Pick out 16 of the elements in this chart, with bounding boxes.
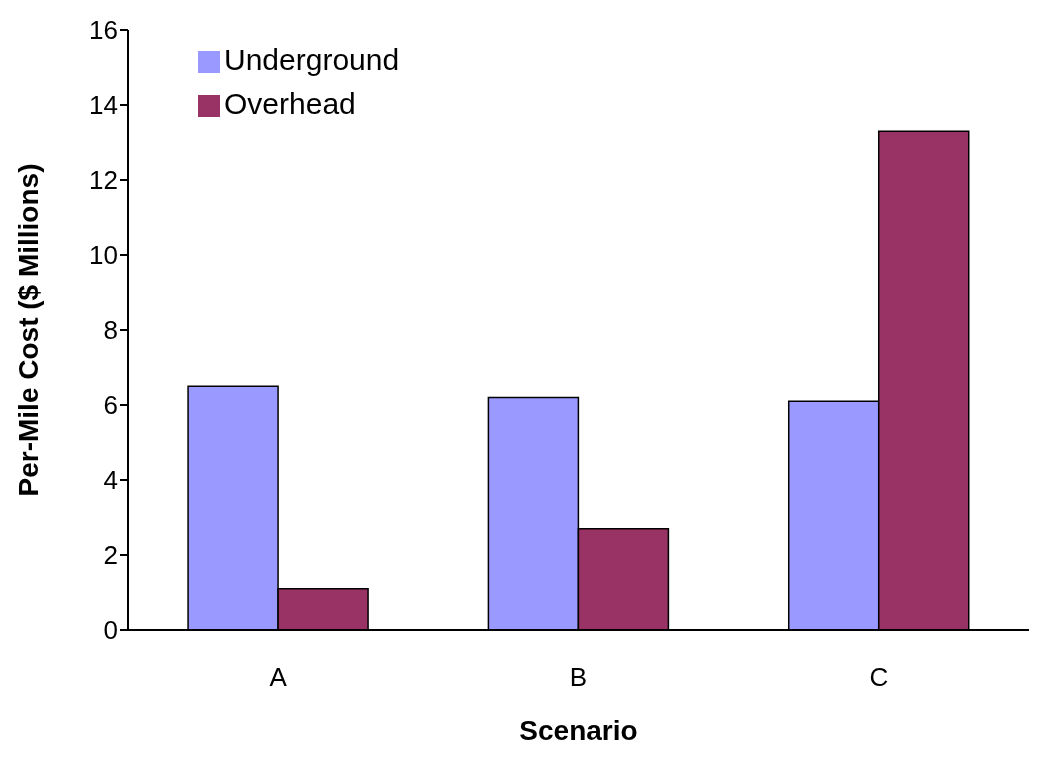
legend-label: Overhead [224, 87, 356, 120]
y-tick-label: 12 [89, 165, 118, 196]
y-tick-label: 14 [89, 90, 118, 121]
x-tick-label: C [869, 662, 889, 693]
legend-label: Underground [224, 43, 400, 76]
y-tick-label: 6 [103, 390, 118, 421]
x-tick-label: B [569, 662, 588, 693]
y-tick-label: 0 [103, 615, 118, 646]
x-tick-label: A [269, 662, 288, 693]
y-tick-label: 4 [103, 465, 118, 496]
y-axis-title: Per-Mile Cost ($ Millions) [12, 163, 44, 497]
y-tick-label: 16 [89, 15, 118, 46]
y-tick-label: 2 [103, 540, 118, 571]
y-tick-label: 10 [89, 240, 118, 271]
y-tick-label: 8 [103, 315, 118, 346]
x-axis-title: Scenario [519, 715, 638, 746]
